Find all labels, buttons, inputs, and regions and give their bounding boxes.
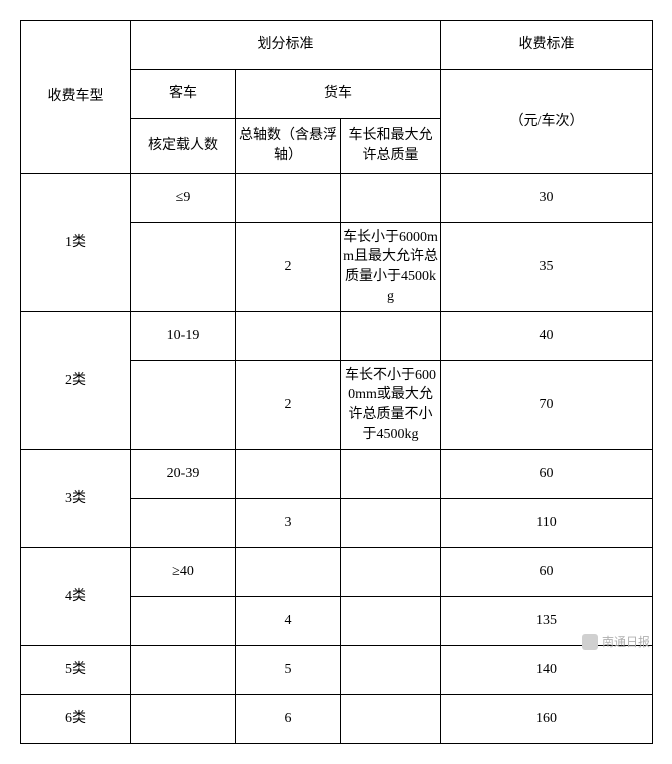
cat6-label: 6类: [21, 695, 131, 744]
cell-empty: [131, 695, 236, 744]
watermark: 南通日报: [582, 633, 650, 650]
cat4-truck-ax: 4: [236, 597, 341, 646]
header-criteria: 划分标准: [131, 21, 441, 70]
cell-empty: [341, 450, 441, 499]
cat3-truck-fee: 110: [441, 499, 653, 548]
cat4-bus-fee: 60: [441, 548, 653, 597]
cat2-label: 2类: [21, 312, 131, 450]
cat3-bus-cap: 20-39: [131, 450, 236, 499]
watermark-text: 南通日报: [602, 633, 650, 650]
header-capacity: 核定载人数: [131, 119, 236, 174]
wechat-icon: [582, 634, 598, 650]
cell-empty: [341, 695, 441, 744]
cell-empty: [131, 597, 236, 646]
header-truck: 货车: [236, 70, 441, 119]
cat1-truck-fee: 35: [441, 223, 653, 312]
cat2-truck-desc: 车长不小于6000mm或最大允许总质量不小于4500kg: [341, 361, 441, 450]
cell-empty: [341, 548, 441, 597]
cat5-label: 5类: [21, 646, 131, 695]
cell-empty: [341, 499, 441, 548]
cell-empty: [341, 646, 441, 695]
cat3-label: 3类: [21, 450, 131, 548]
cat5-truck-fee: 140: [441, 646, 653, 695]
cat1-bus-cap: ≤9: [131, 174, 236, 223]
header-axles: 总轴数（含悬浮轴）: [236, 119, 341, 174]
cell-empty: [131, 361, 236, 450]
cell-empty: [131, 223, 236, 312]
cat1-truck-desc: 车长小于6000mm且最大允许总质量小于4500kg: [341, 223, 441, 312]
cat1-bus-fee: 30: [441, 174, 653, 223]
cat1-truck-ax: 2: [236, 223, 341, 312]
cell-empty: [236, 174, 341, 223]
header-fee-std: 收费标准: [441, 21, 653, 70]
cat2-truck-ax: 2: [236, 361, 341, 450]
header-length-mass: 车长和最大允许总质量: [341, 119, 441, 174]
cat4-bus-cap: ≥40: [131, 548, 236, 597]
cat3-bus-fee: 60: [441, 450, 653, 499]
fee-table: 收费车型 划分标准 收费标准 客车 货车 （元/车次） 核定载人数 总轴数（含悬…: [20, 20, 653, 744]
cell-empty: [131, 499, 236, 548]
cat5-truck-ax: 5: [236, 646, 341, 695]
cat2-truck-fee: 70: [441, 361, 653, 450]
header-fee-unit: （元/车次）: [441, 70, 653, 174]
cell-empty: [236, 450, 341, 499]
cat3-truck-ax: 3: [236, 499, 341, 548]
header-vehicle-type: 收费车型: [21, 21, 131, 174]
cell-empty: [341, 174, 441, 223]
cat1-label: 1类: [21, 174, 131, 312]
cell-empty: [341, 312, 441, 361]
cat2-bus-cap: 10-19: [131, 312, 236, 361]
cat4-label: 4类: [21, 548, 131, 646]
header-bus: 客车: [131, 70, 236, 119]
cell-empty: [131, 646, 236, 695]
cat6-truck-fee: 160: [441, 695, 653, 744]
cell-empty: [341, 597, 441, 646]
cell-empty: [236, 548, 341, 597]
cell-empty: [236, 312, 341, 361]
cat6-truck-ax: 6: [236, 695, 341, 744]
cat2-bus-fee: 40: [441, 312, 653, 361]
